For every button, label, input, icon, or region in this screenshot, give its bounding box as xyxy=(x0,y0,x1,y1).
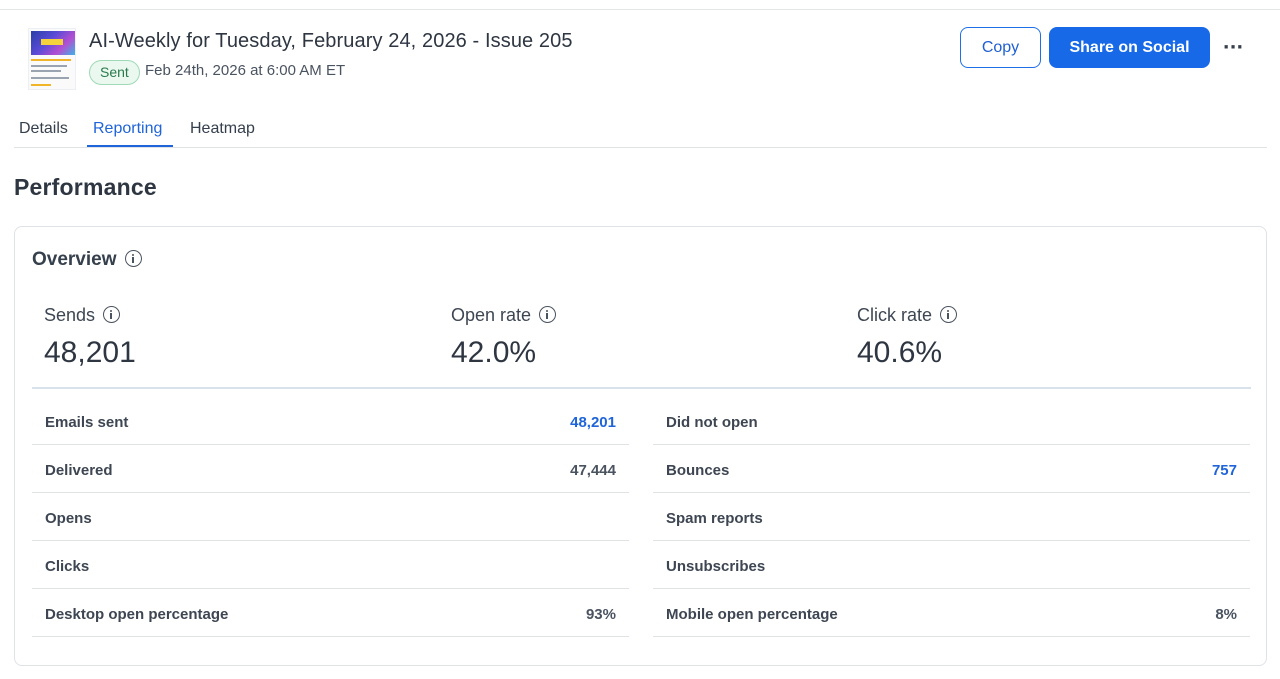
info-icon[interactable] xyxy=(124,250,142,267)
metric-value: 47,444 xyxy=(570,462,616,479)
metric-label: Delivered xyxy=(45,462,113,479)
info-icon[interactable] xyxy=(940,306,958,323)
tab-reporting[interactable]: Reporting xyxy=(93,120,163,137)
thumbnail-text-line xyxy=(31,70,61,72)
thumbnail-text-line xyxy=(31,65,67,67)
newsletter-thumbnail[interactable] xyxy=(28,28,76,90)
metric-row-desktop-open-percentage: Desktop open percentage 93% xyxy=(32,589,629,637)
metric-label: Emails sent xyxy=(45,414,129,431)
stat-label: Open rate xyxy=(451,305,557,326)
status-badge: Sent xyxy=(89,60,140,85)
metric-label: Desktop open percentage xyxy=(45,606,229,623)
metric-row-bounces: Bounces 757 xyxy=(653,445,1250,493)
metric-label: Unsubscribes xyxy=(666,558,766,575)
stat-value: 42.0% xyxy=(451,336,537,369)
metric-label: Did not open xyxy=(666,414,758,431)
metric-value-link[interactable]: 757 xyxy=(1211,462,1237,479)
overview-heading: Overview xyxy=(32,249,142,271)
stat-label: Sends xyxy=(44,305,136,326)
stat-click-rate: Click rate 40.6% xyxy=(857,305,958,370)
thumbnail-logo xyxy=(41,39,63,45)
metric-row-clicks: Clicks xyxy=(32,541,629,589)
metric-value-link[interactable]: 48,201 xyxy=(570,414,616,431)
metric-label: Mobile open percentage xyxy=(666,606,838,623)
stat-open-rate: Open rate 42.0% xyxy=(451,305,557,370)
metric-label: Bounces xyxy=(666,462,730,479)
tab-details[interactable]: Details xyxy=(19,120,68,137)
overview-card: Overview Sends 48,201 Open rate 42.0% Cl… xyxy=(14,226,1267,666)
copy-button[interactable]: Copy xyxy=(960,27,1041,68)
thumbnail-text-line xyxy=(31,77,69,79)
stat-value: 40.6% xyxy=(857,336,943,369)
campaign-title: AI-Weekly for Tuesday, February 24, 2026… xyxy=(89,30,573,52)
thumbnail-accent-line xyxy=(31,84,51,86)
metric-value: 93% xyxy=(585,606,616,623)
stat-sends: Sends 48,201 xyxy=(44,305,136,370)
metric-row-emails-sent: Emails sent 48,201 xyxy=(32,397,629,445)
info-icon[interactable] xyxy=(103,306,121,323)
top-divider xyxy=(0,9,1280,10)
tab-heatmap[interactable]: Heatmap xyxy=(190,120,255,137)
metric-row-opens: Opens xyxy=(32,493,629,541)
metric-label: Spam reports xyxy=(666,510,763,527)
metric-row-spam-reports: Spam reports xyxy=(653,493,1250,541)
metric-row-mobile-open-percentage: Mobile open percentage 8% xyxy=(653,589,1250,637)
metrics-right-column: Did not open Bounces 757 Spam reports Un… xyxy=(653,397,1250,637)
thumbnail-accent-line xyxy=(31,59,71,61)
more-options-icon[interactable]: ··· xyxy=(1219,34,1247,62)
metrics-left-column: Emails sent 48,201 Delivered 47,444 Open… xyxy=(32,397,629,637)
info-icon[interactable] xyxy=(539,306,557,323)
metric-label: Clicks xyxy=(45,558,90,575)
stat-value: 48,201 xyxy=(44,336,136,369)
sent-date: Feb 24th, 2026 at 6:00 AM ET xyxy=(145,62,346,79)
stat-label: Click rate xyxy=(857,305,958,326)
overview-title: Overview xyxy=(32,249,117,270)
metric-value: 8% xyxy=(1215,606,1237,623)
section-title-performance: Performance xyxy=(14,174,157,200)
metric-row-delivered: Delivered 47,444 xyxy=(32,445,629,493)
metric-row-unsubscribes: Unsubscribes xyxy=(653,541,1250,589)
share-on-social-button[interactable]: Share on Social xyxy=(1049,27,1210,68)
metric-row-did-not-open: Did not open xyxy=(653,397,1250,445)
tab-bar: Details Reporting Heatmap xyxy=(14,108,1267,148)
active-tab-indicator xyxy=(87,145,173,147)
stats-divider xyxy=(32,387,1251,389)
metric-label: Opens xyxy=(45,510,92,527)
